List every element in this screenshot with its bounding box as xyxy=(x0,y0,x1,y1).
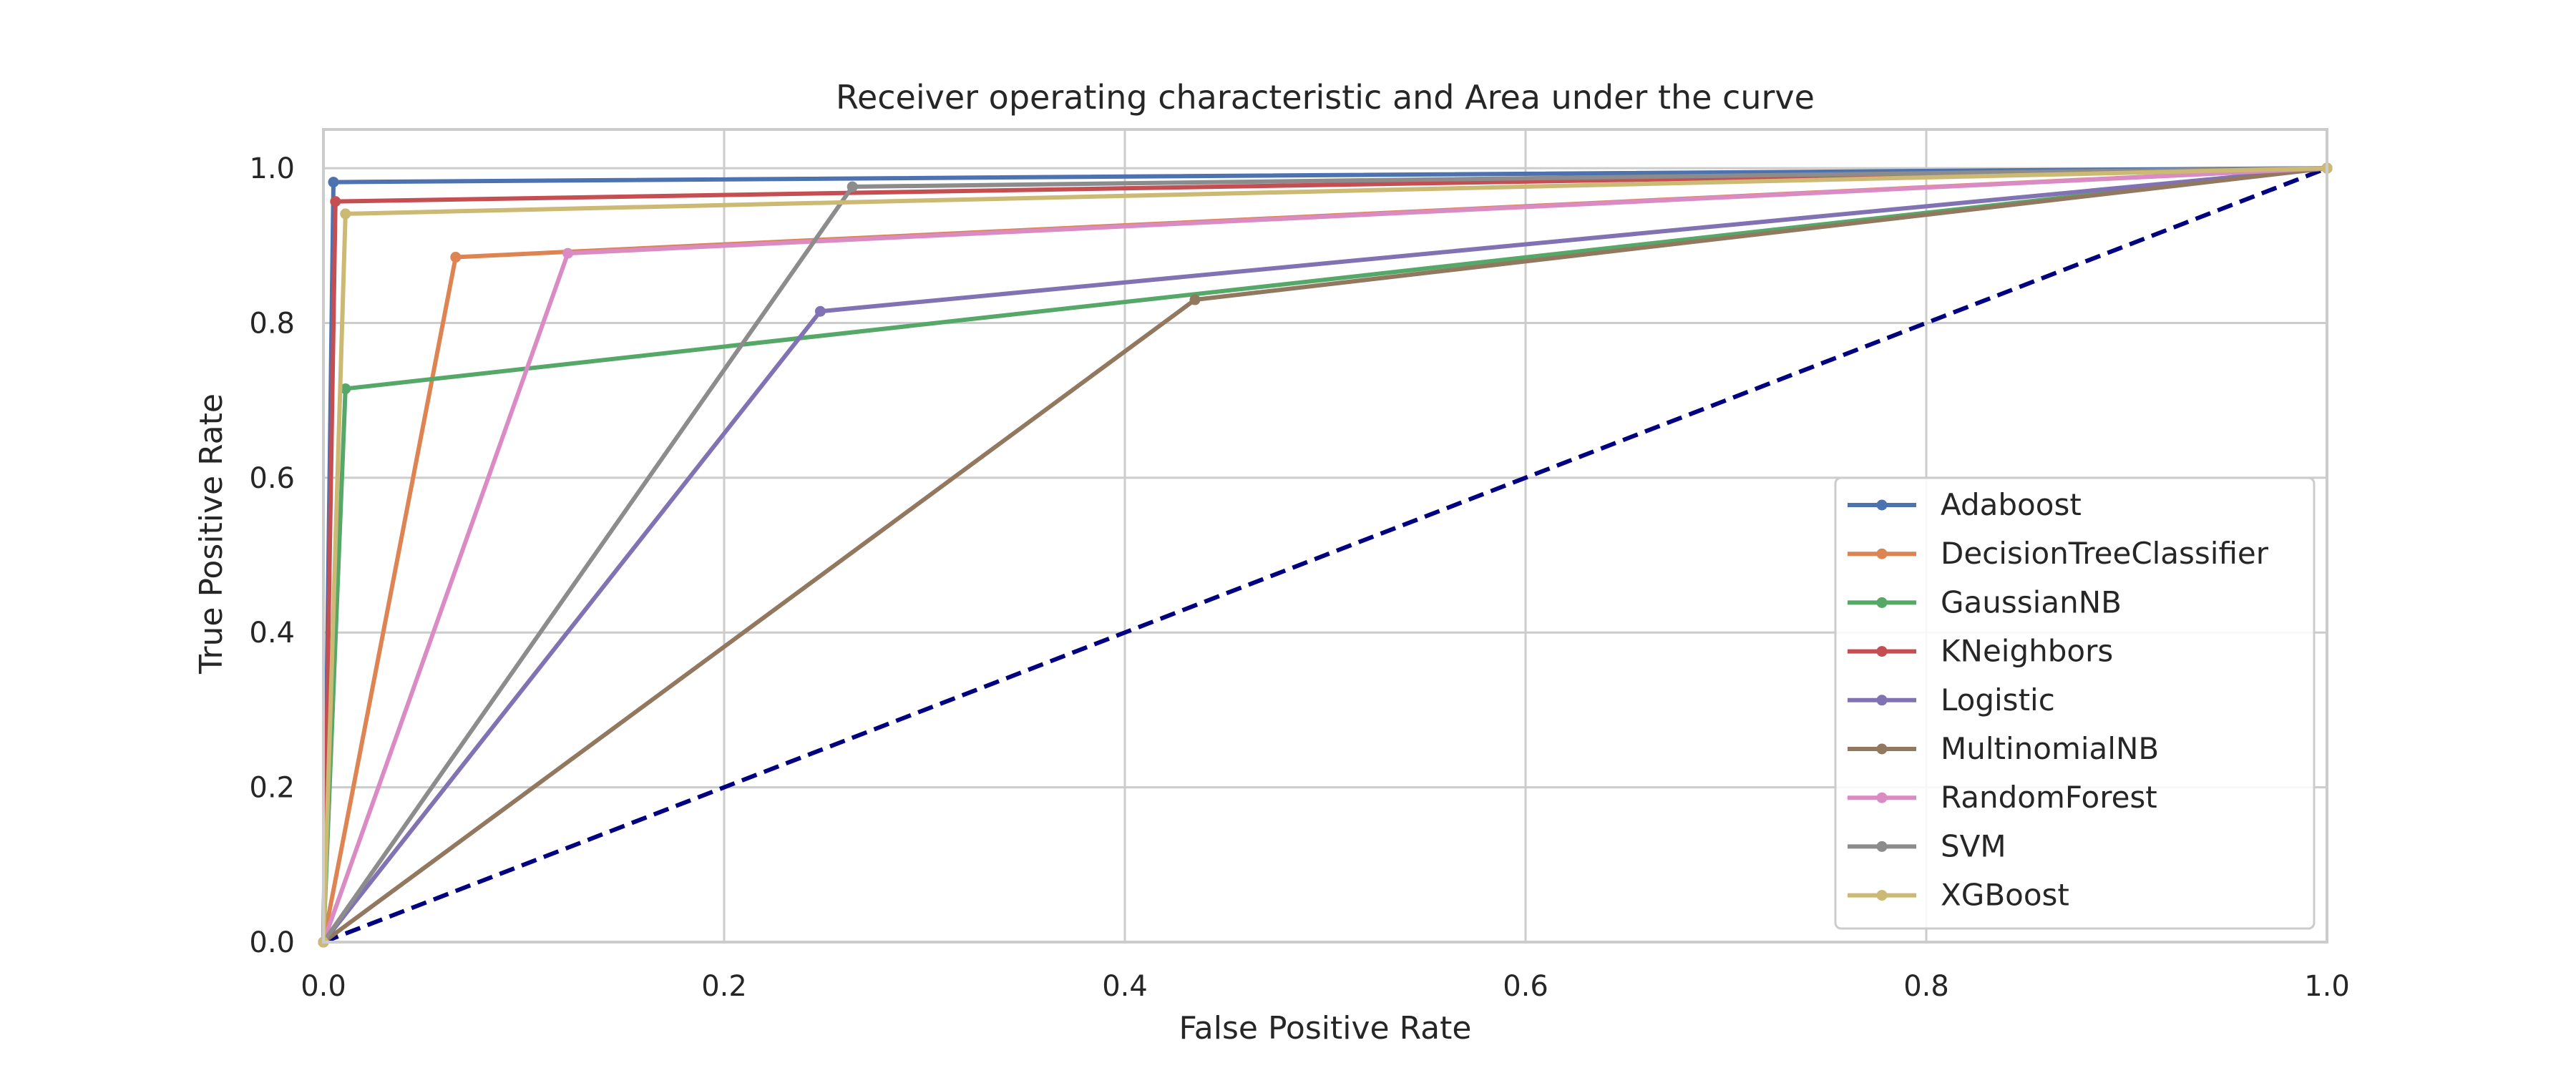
legend-label: DecisionTreeClassifier xyxy=(1941,536,2269,571)
legend-label: Adaboost xyxy=(1941,487,2082,522)
legend-item: RandomForest xyxy=(1848,780,2157,815)
x-tick-label: 0.8 xyxy=(1903,970,1949,1003)
series-point xyxy=(330,196,341,207)
series-point xyxy=(1189,294,1201,305)
legend: Adaboost DecisionTreeClassifier GaussianNB… xyxy=(1834,476,2316,930)
y-tick-label: 0.4 xyxy=(249,617,295,650)
legend-marker xyxy=(1876,499,1888,511)
y-axis-label: True Positive Rate xyxy=(193,393,230,675)
legend-item: DecisionTreeClassifier xyxy=(1848,536,2269,571)
plot-frame xyxy=(322,128,2328,944)
legend-label: XGBoost xyxy=(1941,878,2069,913)
series-point xyxy=(340,208,351,220)
legend-label: MultinomialNB xyxy=(1941,731,2159,766)
series-point xyxy=(847,181,858,192)
x-tick-labels: 0.0 0.2 0.4 0.6 0.8 1.0 xyxy=(301,970,2350,1003)
x-tick-label: 0.2 xyxy=(701,970,747,1003)
series-point xyxy=(450,252,462,263)
x-axis-label: False Positive Rate xyxy=(1179,1010,1472,1047)
legend-label: KNeighbors xyxy=(1941,634,2113,669)
legend-label: RandomForest xyxy=(1941,780,2157,815)
legend-marker xyxy=(1876,548,1888,559)
y-tick-label: 1.0 xyxy=(249,152,295,185)
x-tick-label: 0.4 xyxy=(1102,970,1148,1003)
y-tick-label: 0.6 xyxy=(249,462,295,495)
legend-marker xyxy=(1876,792,1888,803)
series-point xyxy=(340,383,351,394)
reference-diagonal-line xyxy=(322,166,2328,944)
legend-marker xyxy=(1876,597,1888,608)
legend-item: XGBoost xyxy=(1848,878,2069,913)
legend-box xyxy=(1834,476,2316,930)
x-tick-label: 1.0 xyxy=(2304,970,2350,1003)
legend-marker xyxy=(1876,841,1888,852)
legend-label: SVM xyxy=(1941,828,2006,863)
legend-item: GaussianNB xyxy=(1848,584,2122,619)
reference-line-layer xyxy=(322,166,2328,944)
x-tick-label: 0.0 xyxy=(301,970,346,1003)
legend-item: MultinomialNB xyxy=(1848,731,2159,766)
legend-item: KNeighbors xyxy=(1848,634,2113,669)
series-point xyxy=(328,177,339,188)
legend-label: GaussianNB xyxy=(1941,584,2122,619)
series-point xyxy=(814,305,826,317)
series-point xyxy=(562,248,574,259)
chart-title: Receiver operating characteristic and Ar… xyxy=(836,78,1815,117)
y-tick-label: 0.8 xyxy=(249,307,295,340)
y-tick-label: 0.2 xyxy=(249,772,295,805)
legend-marker xyxy=(1876,695,1888,706)
legend-marker xyxy=(1876,890,1888,901)
legend-item: SVM xyxy=(1848,828,2006,863)
y-tick-labels: 0.0 0.2 0.4 0.6 0.8 1.0 xyxy=(249,152,295,959)
legend-marker xyxy=(1876,743,1888,755)
legend-item: Adaboost xyxy=(1848,487,2082,522)
legend-marker xyxy=(1876,646,1888,657)
legend-label: Logistic xyxy=(1941,682,2055,717)
y-tick-label: 0.0 xyxy=(249,926,295,959)
x-tick-label: 0.6 xyxy=(1503,970,1548,1003)
legend-item: Logistic xyxy=(1848,682,2055,717)
